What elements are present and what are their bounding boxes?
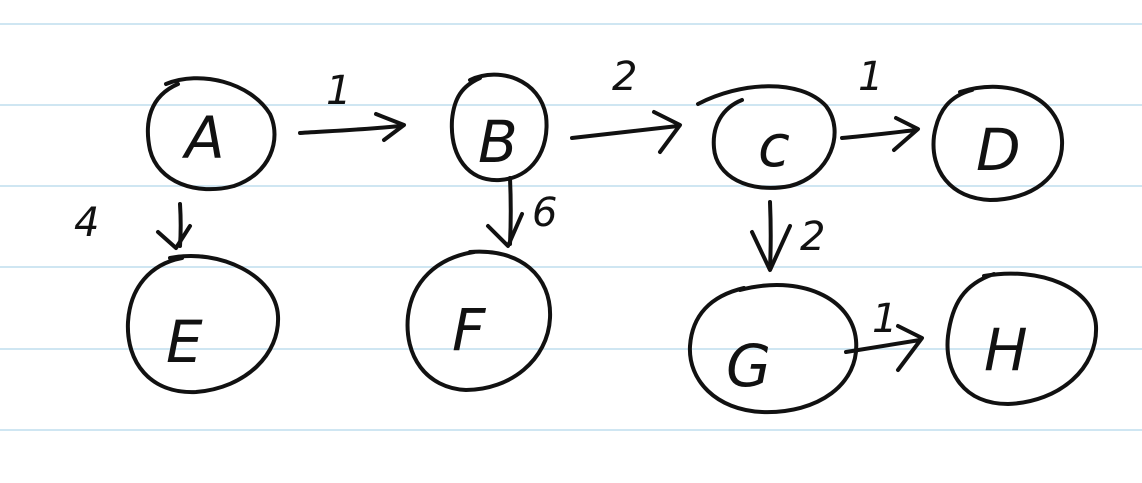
node-d-circle (931, 84, 1065, 202)
node-c: c (696, 84, 837, 190)
node-a: A (145, 76, 277, 192)
edge-g-h-weight: 1 (872, 296, 897, 342)
node-g: G (687, 283, 859, 415)
edge-c-d: 1 (840, 54, 920, 152)
edge-b-c-shaft (570, 124, 680, 140)
node-b: B (449, 72, 549, 183)
edge-b-c-arrowhead (652, 110, 682, 154)
edge-c-d-weight: 1 (858, 54, 883, 100)
node-a-circle (145, 76, 277, 192)
node-f-label: F (452, 296, 487, 364)
edge-a-b-shaft (298, 124, 402, 135)
node-h-circle (945, 271, 1099, 406)
edge-b-c-weight: 2 (612, 54, 637, 100)
node-d: D (931, 84, 1065, 202)
edge-b-f-weight: 6 (532, 190, 557, 236)
edge-b-f-shaft (508, 176, 513, 246)
node-h: H (945, 271, 1099, 406)
node-f: F (405, 249, 553, 392)
edge-a-e-arrowhead (156, 224, 192, 250)
node-c-label: c (758, 112, 790, 180)
edges: 1 2 1 4 6 (74, 54, 924, 372)
node-h-label: H (984, 316, 1028, 384)
edge-c-d-shaft (840, 128, 918, 140)
node-b-label: B (478, 108, 518, 176)
nodes: A B c D E F G (125, 72, 1099, 415)
edge-c-g-shaft (768, 200, 773, 270)
edge-b-f-arrowhead (486, 212, 524, 248)
edge-b-c: 2 (570, 54, 682, 154)
node-f-circle (405, 249, 553, 392)
node-e-circle (125, 253, 281, 395)
node-d-label: D (976, 116, 1021, 184)
edge-g-h-arrowhead (896, 324, 924, 372)
edge-a-b: 1 (298, 68, 406, 142)
node-g-label: G (726, 332, 771, 400)
node-c-circle (696, 84, 837, 190)
edge-a-b-arrowhead (374, 112, 406, 142)
edge-g-h: 1 (844, 296, 924, 372)
edge-c-g-weight: 2 (800, 214, 825, 260)
node-e: E (125, 253, 281, 395)
edge-g-h-shaft (844, 338, 922, 354)
edge-c-g: 2 (750, 200, 825, 272)
node-a-label: A (181, 104, 225, 172)
node-e-label: E (166, 308, 203, 376)
node-g-circle (687, 283, 859, 415)
edge-a-b-weight: 1 (326, 68, 351, 114)
edge-c-g-arrowhead (750, 224, 792, 272)
edge-a-e: 4 (74, 200, 192, 250)
edge-c-d-arrowhead (892, 116, 920, 152)
edge-b-f: 6 (486, 176, 557, 248)
edge-a-e-weight: 4 (74, 200, 99, 246)
node-b-circle (449, 72, 549, 183)
